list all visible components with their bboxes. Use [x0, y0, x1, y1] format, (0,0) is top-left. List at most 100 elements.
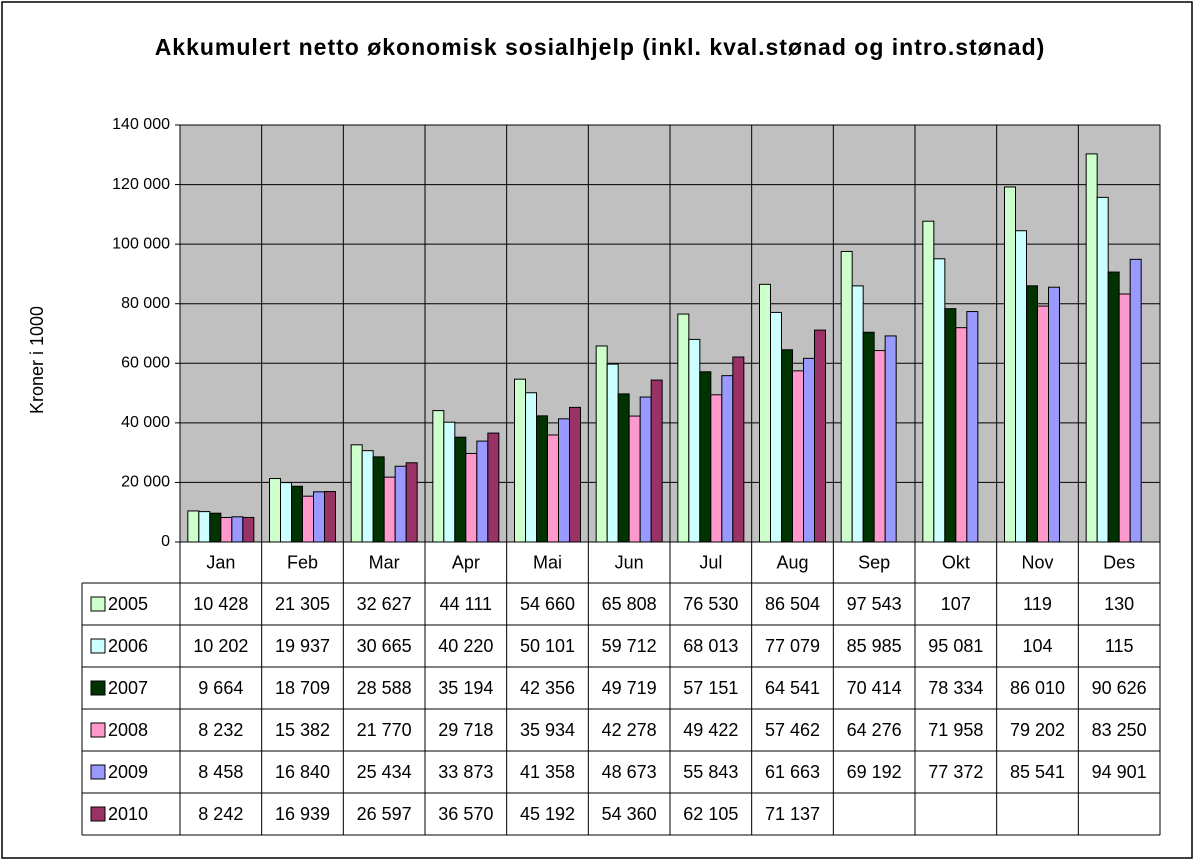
bar [432, 410, 445, 543]
bar [1096, 196, 1109, 543]
table-cell: 95 081 [928, 636, 983, 656]
table-cell: 115 [1105, 636, 1134, 656]
bar [595, 345, 608, 543]
x-tick-label: Mar [369, 552, 400, 572]
table-cell: 42 356 [520, 678, 575, 698]
bar [862, 331, 875, 543]
bar [372, 456, 385, 543]
bar [933, 258, 946, 543]
table-cell: 86 504 [765, 594, 820, 614]
bar [1048, 286, 1060, 543]
legend-label: 2006 [108, 636, 148, 656]
table-cell: 36 570 [438, 804, 493, 824]
table-cell: 10 202 [193, 636, 248, 656]
bar [688, 338, 701, 543]
y-tick-label: 40 000 [121, 414, 170, 431]
table-cell: 41 358 [520, 762, 575, 782]
bar [220, 516, 233, 543]
table-cell: 16 840 [275, 762, 330, 782]
bar [732, 356, 745, 543]
table-cell: 44 111 [440, 594, 492, 614]
table-cell: 77 079 [765, 636, 820, 656]
table-cell: 64 541 [765, 678, 820, 698]
table-cell: 26 597 [357, 804, 412, 824]
table-cell: 61 663 [765, 762, 820, 782]
bar [1118, 293, 1131, 543]
legend-swatch [90, 722, 106, 738]
table-cell: 40 220 [438, 636, 493, 656]
table-cell: 130 [1104, 594, 1134, 614]
bar [721, 375, 734, 543]
bar [1085, 153, 1098, 543]
bar [884, 335, 897, 543]
table-cell: 48 673 [602, 762, 657, 782]
table-cell: 119 [1023, 594, 1052, 614]
table-cell: 33 873 [438, 762, 493, 782]
bar [803, 357, 815, 543]
table-cell: 54 360 [602, 804, 657, 824]
y-tick-label: 20 000 [121, 474, 170, 491]
bar [209, 512, 222, 543]
table-cell: 49 719 [602, 678, 657, 698]
table-cell: 57 151 [683, 678, 738, 698]
table-cell: 57 462 [765, 720, 820, 740]
table-cell: 8 232 [198, 720, 243, 740]
table-cell: 28 588 [357, 678, 412, 698]
bar [187, 510, 200, 543]
legend-label: 2010 [108, 804, 148, 824]
table-cell: 35 934 [520, 720, 575, 740]
table-cell: 54 660 [520, 594, 575, 614]
bar [840, 250, 853, 543]
table-cell: 30 665 [357, 636, 412, 656]
table-cell: 71 958 [928, 720, 983, 740]
table-cell: 71 137 [765, 804, 820, 824]
y-tick-label: 80 000 [121, 295, 170, 312]
table-cell: 59 712 [602, 636, 657, 656]
bar [291, 485, 303, 543]
bar [361, 450, 374, 543]
chart-title: Akkumulert netto økonomisk sosialhjelp (… [154, 34, 1046, 60]
bar [454, 436, 467, 543]
bar [443, 421, 456, 543]
bar [628, 415, 641, 543]
table-cell: 77 372 [928, 762, 983, 782]
bar [302, 495, 314, 543]
bar [476, 440, 489, 543]
bar [1129, 258, 1142, 543]
table-cell: 85 985 [847, 636, 902, 656]
bar [350, 444, 363, 543]
table-cell: 76 530 [683, 594, 738, 614]
table-cell: 79 202 [1010, 720, 1065, 740]
x-tick-label: Mai [533, 552, 562, 572]
y-axis-label: Kroner i 1000 [27, 306, 47, 414]
bar [1107, 271, 1120, 543]
legend-swatch [90, 806, 106, 822]
table-cell: 62 105 [683, 804, 738, 824]
table-cell: 50 101 [520, 636, 575, 656]
legend-label: 2008 [108, 720, 148, 740]
table-cell: 107 [941, 594, 971, 614]
table-cell: 65 808 [602, 594, 657, 614]
bar [710, 394, 723, 543]
x-tick-label: Apr [452, 552, 480, 572]
table-cell: 42 278 [602, 720, 657, 740]
bar [955, 327, 968, 543]
x-tick-label: Jan [206, 552, 235, 572]
bar [677, 313, 690, 543]
bar [269, 478, 281, 543]
bar [231, 516, 244, 543]
table-cell: 8 458 [198, 762, 243, 782]
bar [1004, 186, 1016, 543]
y-tick-label: 60 000 [121, 355, 170, 372]
table-cell: 49 422 [683, 720, 738, 740]
table-cell: 69 192 [847, 762, 902, 782]
bar [514, 378, 526, 543]
bar [536, 415, 548, 543]
legend-swatch [90, 764, 106, 780]
bar [383, 476, 396, 543]
bar [792, 370, 804, 543]
bar [650, 379, 663, 543]
x-tick-label: Jul [699, 552, 722, 572]
